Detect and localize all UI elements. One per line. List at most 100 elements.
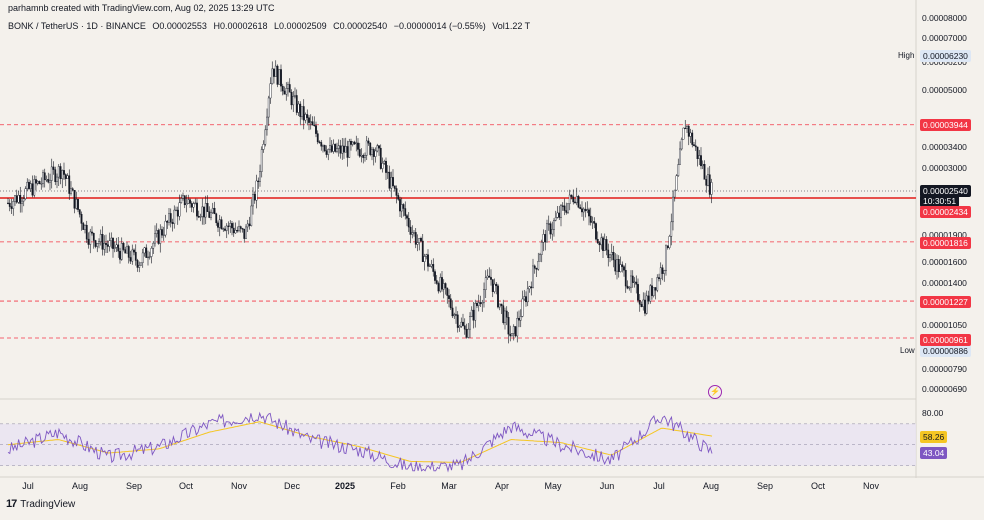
candle-body [672,196,674,223]
candle-body [239,226,242,229]
x-axis-label: Apr [494,481,510,491]
candle-body [84,224,86,230]
price-axis-label: 0.00001900 [922,230,967,240]
candle-body [52,166,55,170]
candle-body [306,114,309,118]
rsi-ma-badge: 58.26 [920,431,948,443]
candle-body [220,219,223,230]
candle-body [605,239,608,251]
candle-body [689,132,692,137]
candle-body [437,283,440,292]
footer-brand[interactable]: TradingView [20,498,76,510]
candle-body [129,257,132,262]
candle-body [78,209,81,215]
candle-body [287,84,289,89]
candle-body [386,171,389,174]
candle-body [423,256,426,262]
candle-body [246,223,249,228]
candle-body [385,161,387,173]
candle-body [521,298,524,317]
candle-body [486,275,489,278]
candle-body [523,296,526,300]
candle-body [33,179,36,196]
candle-body [574,201,576,203]
price-axis-label: 0.00001400 [922,278,967,288]
candle-body [323,145,326,151]
price-axis-label: 0.00003400 [922,142,967,152]
candle-body [404,208,407,216]
candle-body [336,148,338,152]
candle-body [203,206,205,218]
candle-body [288,84,291,93]
x-axis-label: Jun [599,481,615,491]
candle-body [577,196,580,208]
candle-body [397,195,400,200]
candle-body [435,280,438,284]
candle-body [238,226,240,231]
candle-body [103,242,106,250]
price-axis-label: 0.00001600 [922,257,967,267]
symbol-name[interactable]: BONK / TetherUS · 1D · BINANCE [8,21,146,31]
candle-body [266,116,268,131]
candle-body [21,200,23,204]
candle-body [372,149,375,157]
candle-body [553,220,555,230]
candle-body [206,203,209,212]
candle-body [409,226,412,235]
x-axis-label: Sep [756,481,774,491]
candle-body [355,142,358,145]
candle-body [10,206,13,209]
candle-body [329,145,331,150]
candle-body [232,227,235,234]
candle-body [183,195,186,206]
candle-body [80,213,83,224]
candle-body [395,188,398,196]
candle-body [530,286,533,288]
candle-body [500,303,503,306]
current-price-badge: 0.00002540 [920,185,971,197]
candle-body [253,193,256,201]
candle-body [313,124,316,127]
x-axis-label: Sep [125,481,143,491]
lightning-icon[interactable]: ⚡ [708,385,722,399]
candle-body [558,212,561,218]
candle-body [178,202,181,217]
candle-body [507,317,510,335]
candle-body [71,188,74,191]
candle-body [344,146,347,153]
price-axis-label: 0.00000690 [922,384,967,394]
level-badge: 0.00001816 [920,237,971,249]
candle-body [708,174,711,195]
candle-body [308,117,310,123]
change-value: −0.00000014 (−0.55%) [393,21,486,31]
candle-body [563,205,566,211]
x-axis-label: Nov [862,481,880,491]
candle-body [546,223,548,243]
candle-body [707,174,709,186]
candle-body [12,201,15,209]
candle-body [82,223,85,230]
tradingview-logo-icon[interactable]: 17 [6,498,17,510]
price-axis-label: 0.00005000 [922,85,967,95]
candle-body [19,194,22,204]
x-axis-label: Jul [653,481,665,491]
candle-body [509,333,512,337]
candle-body [217,222,219,228]
candle-body [637,284,639,301]
candle-body [77,198,79,210]
candle-body [495,283,498,287]
candle-body [280,69,282,87]
candle-body [255,180,258,201]
x-axis-label: Oct [178,481,194,491]
candle-body [582,208,585,213]
candle-body [544,234,547,243]
candle-body [351,141,354,145]
candle-body [656,277,659,291]
level-badge: 0.00000961 [920,334,971,346]
candle-body [472,309,475,321]
candle-body [460,321,463,327]
candle-body [346,146,349,158]
candle-body [269,83,272,99]
